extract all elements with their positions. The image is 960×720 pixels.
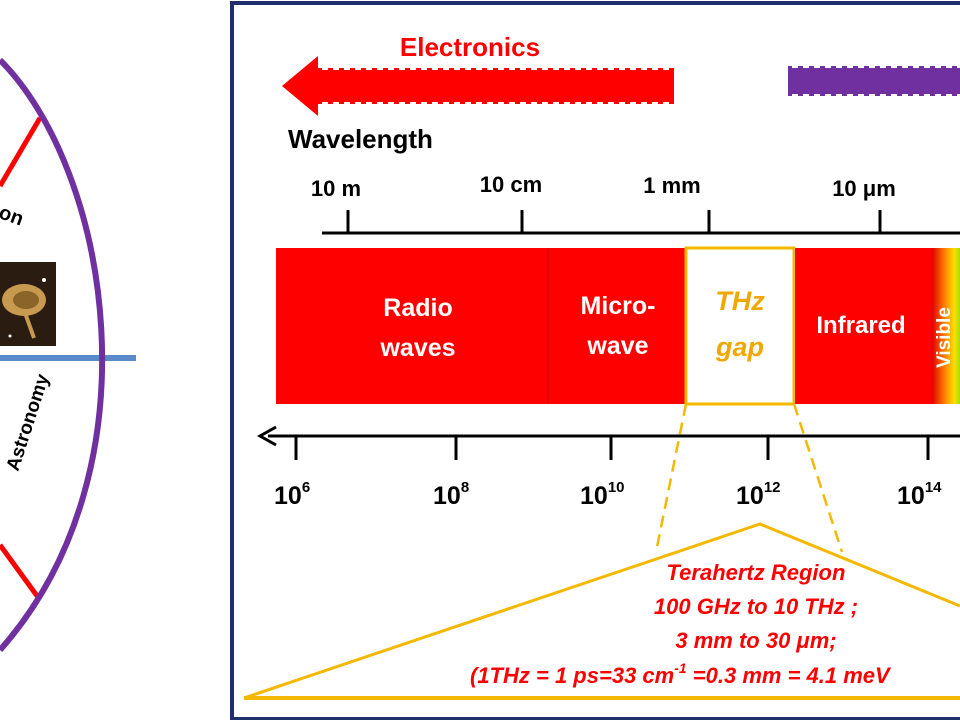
frequency-tick-label: 106 <box>274 479 310 510</box>
band-label-radio: Radio <box>383 294 452 322</box>
band-label-thz: THz <box>715 286 765 316</box>
band-infrared <box>795 248 932 404</box>
frequency-tick-label: 1014 <box>897 479 942 510</box>
wavelength-tick-label: 10 μm <box>832 176 896 201</box>
electronics-arrow <box>282 56 674 116</box>
band-label-microwave: wave <box>586 332 648 360</box>
band-label-radio: waves <box>379 334 455 362</box>
terahertz-region-conversion: (1THz = 1 ps=33 cm-1 =0.3 mm = 4.1 meV <box>470 660 892 688</box>
terahertz-region-wavelength: 3 mm to 30 μm; <box>675 628 836 653</box>
left-panel: on Astronomy <box>0 57 136 652</box>
frequency-tick-label: 1012 <box>736 479 781 510</box>
zoom-line-left <box>654 403 688 553</box>
zoom-line-right <box>792 403 844 553</box>
wavelength-tick-label: 1 mm <box>643 173 700 198</box>
terahertz-triangle <box>243 522 960 700</box>
purple-circle-arc <box>0 57 106 652</box>
red-divider-bottom <box>0 543 43 602</box>
photonics-arrow <box>788 66 960 96</box>
band-label-microwave: Micro- <box>581 292 656 320</box>
wavelength-label: Wavelength <box>288 124 433 154</box>
band-thz-gap <box>684 246 796 406</box>
red-divider-top <box>0 116 43 188</box>
electronics-label: Electronics <box>400 32 540 62</box>
left-label-astronomy: Astronomy <box>3 371 54 473</box>
terahertz-region-text: Terahertz Region 100 GHz to 10 THz ; 3 m… <box>470 560 892 688</box>
frequency-axis-arrowhead <box>256 425 277 447</box>
band-label-infrared: Infrared <box>816 312 905 339</box>
band-label-visible: Visible <box>934 307 955 368</box>
left-label-top: on <box>0 201 26 230</box>
frequency-ticks <box>294 436 930 460</box>
terahertz-region-title: Terahertz Region <box>667 560 846 585</box>
frequency-tick-label: 1010 <box>580 479 625 510</box>
wavelength-ticks <box>346 210 882 234</box>
terahertz-region-range: 100 GHz to 10 THz ; <box>654 594 858 619</box>
wavelength-tick-label: 10 m <box>311 176 361 201</box>
band-visible <box>932 248 960 404</box>
wavelength-tick-label: 10 cm <box>480 172 542 197</box>
satellite-dish-icon <box>0 262 56 346</box>
band-radio-microwave <box>276 248 688 404</box>
band-label-thz: gap <box>715 332 764 362</box>
frequency-tick-label: 108 <box>433 479 469 510</box>
